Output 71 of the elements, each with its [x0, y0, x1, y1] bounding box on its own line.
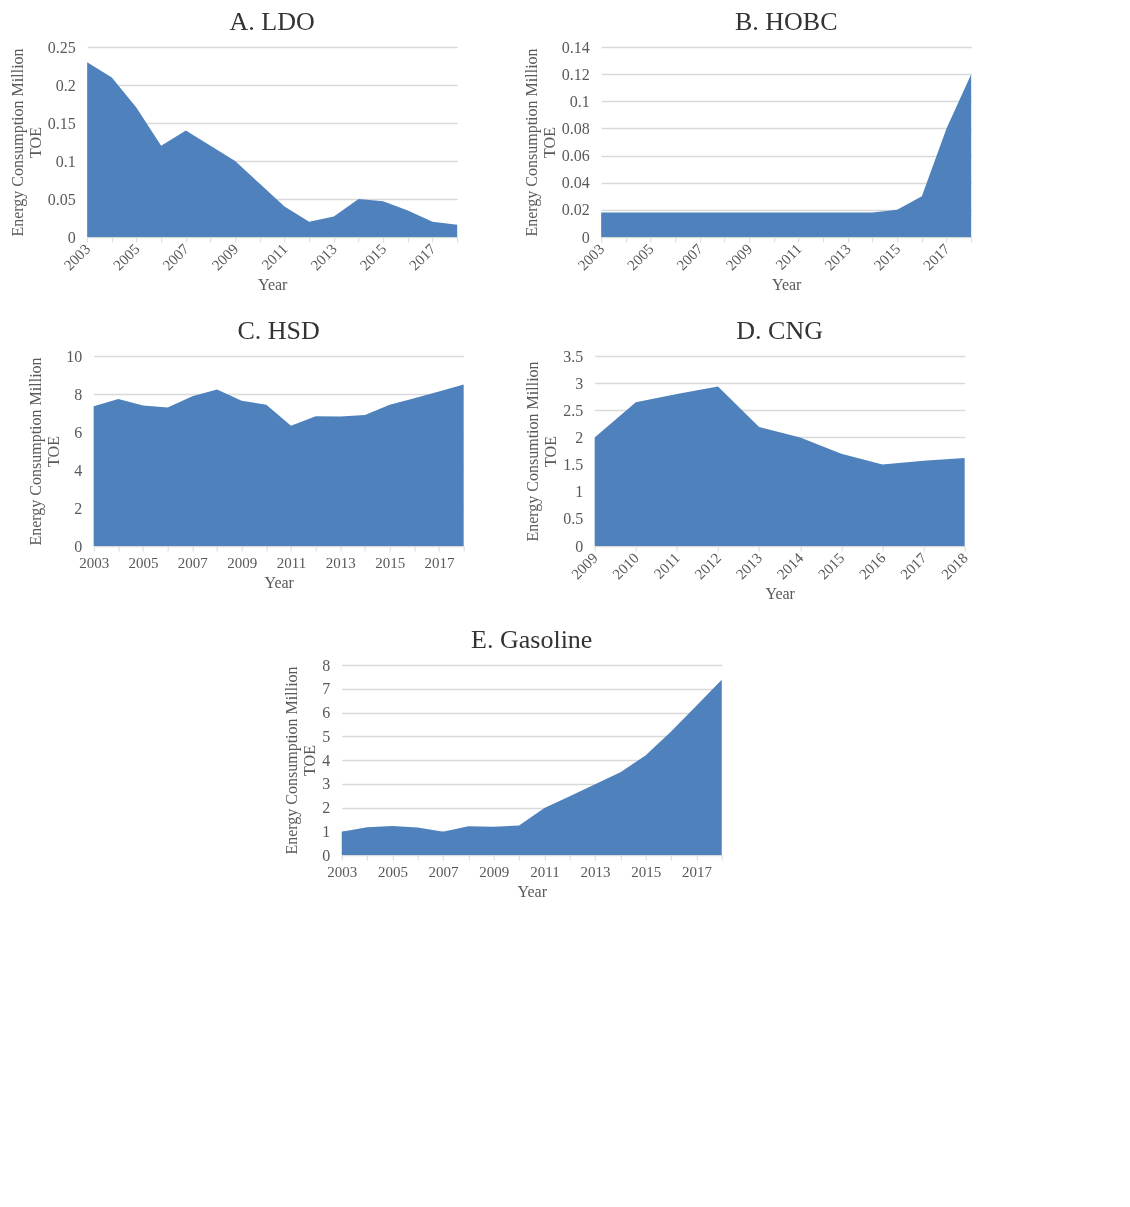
- chart-title: B. HOBC: [734, 7, 838, 36]
- y-tick-label: 0.14: [561, 38, 590, 56]
- x-tick-label: 2005: [377, 863, 408, 880]
- x-tick-label: 2015: [631, 863, 662, 880]
- y-tick-label: 8: [322, 656, 331, 674]
- y-tick-label: 6: [322, 704, 331, 721]
- x-axis-title: Year: [257, 276, 289, 294]
- y-tick-label: 0: [581, 228, 590, 246]
- chart-title: A. LDO: [229, 7, 315, 36]
- x-tick-label: 2015: [375, 554, 406, 571]
- x-axis-title: Year: [517, 882, 548, 900]
- y-tick-label: 2: [74, 499, 83, 517]
- y-tick-label: 10: [66, 347, 83, 365]
- y-axis-title: Energy Consumption Million TOE: [283, 666, 319, 855]
- y-tick-label: 0.04: [561, 174, 590, 192]
- y-tick-label: 0.1: [569, 92, 590, 110]
- chart-title: C. HSD: [237, 316, 320, 345]
- y-tick-label: 5: [322, 727, 331, 745]
- x-tick-label: 2017: [681, 863, 713, 880]
- chart-title: D. CNG: [736, 316, 824, 345]
- y-tick-label: 3: [575, 374, 584, 392]
- y-tick-label: 0.05: [47, 190, 76, 208]
- x-tick-label: 2013: [325, 554, 356, 571]
- x-tick-label: 2011: [772, 240, 805, 273]
- y-tick-label: 0.2: [55, 76, 76, 94]
- y-tick-label: 0.5: [563, 510, 584, 528]
- x-tick-label: 2011: [650, 549, 684, 582]
- x-tick-label: 2007: [177, 554, 209, 571]
- y-axis-title: Energy Consumption Million TOE: [522, 48, 558, 237]
- y-tick-label: 0.08: [561, 119, 590, 137]
- y-axis-title: Energy Consumption Million TOE: [27, 357, 63, 546]
- chart-title: E. Gasoline: [471, 625, 593, 654]
- x-tick-label: 2011: [258, 240, 291, 273]
- y-tick-label: 0: [67, 228, 76, 246]
- y-tick-label: 2: [575, 428, 584, 446]
- y-axis-title: Energy Consumption Million TOE: [8, 48, 44, 237]
- x-axis-title: Year: [765, 585, 796, 603]
- y-tick-label: 0.12: [561, 65, 590, 83]
- y-tick-label: 6: [74, 423, 83, 441]
- y-tick-label: 1: [322, 822, 331, 840]
- x-tick-label: 2009: [227, 554, 258, 571]
- y-tick-label: 0: [322, 846, 331, 864]
- y-tick-label: 8: [74, 385, 83, 403]
- y-tick-label: 0.25: [47, 38, 76, 56]
- y-tick-label: 1.5: [563, 456, 584, 474]
- x-axis-title: Year: [264, 573, 295, 591]
- y-tick-label: 0.1: [55, 152, 76, 170]
- y-tick-label: 0.02: [561, 201, 590, 219]
- y-tick-label: 2: [322, 799, 331, 816]
- y-tick-label: 0: [575, 537, 584, 555]
- x-tick-label: 2005: [128, 554, 159, 571]
- y-tick-label: 0.06: [561, 147, 590, 165]
- y-tick-label: 0.15: [47, 114, 76, 132]
- y-tick-label: 3: [322, 775, 331, 793]
- y-tick-label: 7: [322, 680, 331, 698]
- y-axis-title: Energy Consumtion Million TOE: [524, 361, 560, 542]
- y-tick-label: 1: [575, 483, 584, 501]
- x-tick-label: 2011: [530, 863, 560, 880]
- x-tick-label: 2011: [276, 554, 307, 571]
- x-tick-label: 2007: [428, 863, 460, 880]
- x-tick-label: 2003: [327, 863, 358, 880]
- x-tick-label: 2009: [479, 863, 510, 880]
- x-tick-label: 2017: [424, 554, 455, 571]
- x-tick-label: 2013: [580, 863, 611, 880]
- y-tick-label: 3.5: [563, 347, 584, 365]
- x-tick-label: 2003: [79, 554, 110, 571]
- y-tick-label: 4: [74, 461, 83, 479]
- x-axis-title: Year: [771, 276, 803, 294]
- y-tick-label: 2.5: [563, 401, 584, 419]
- y-tick-label: 4: [322, 751, 331, 769]
- y-tick-label: 0: [74, 537, 83, 555]
